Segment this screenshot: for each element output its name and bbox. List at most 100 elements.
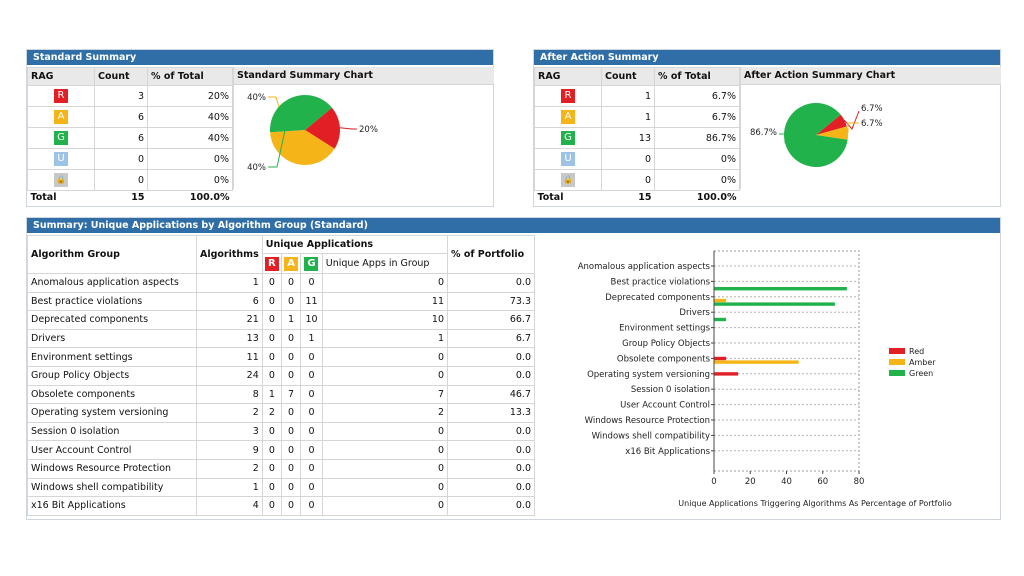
portfolio-pct-cell: 0.0 — [447, 421, 535, 442]
groups-bar-chart: Anomalous application aspects Best practi… — [578, 250, 952, 508]
rag-badge-g: G — [561, 131, 575, 145]
pie-data-label: 6.7% — [861, 119, 883, 129]
green-count-cell: 10 — [300, 310, 323, 330]
unique-apps-cell: 0 — [321, 496, 449, 516]
category-label: Anomalous application aspects — [578, 262, 711, 272]
red-count-cell: 0 — [261, 347, 282, 367]
algorithms-cell: 11 — [196, 347, 263, 367]
portfolio-pct-cell: 0.0 — [447, 458, 535, 479]
unique-apps-cell: 0 — [321, 440, 449, 460]
unique-apps-cell: 0 — [321, 477, 449, 498]
red-count-cell: 0 — [261, 421, 282, 442]
amber-count-cell: 0 — [280, 477, 302, 498]
group-name-cell: Windows Resource Protection — [27, 458, 197, 479]
unique-apps-cell: 11 — [321, 291, 449, 312]
pie-slice-green — [784, 102, 848, 167]
col-count: Count — [601, 67, 655, 86]
standard-summary-panel: Standard Summary RAG Count % of Total R 3… — [26, 49, 494, 207]
group-row: Deprecated components 21 0 1 10 10 66.7 — [27, 310, 535, 330]
col-rag: RAG — [534, 67, 602, 86]
rag-badge-a: A — [54, 110, 68, 124]
red-count-cell: 0 — [261, 477, 282, 498]
pct-cell: 0% — [654, 169, 740, 191]
total-pct: 100.0% — [189, 192, 230, 203]
amber-count-cell: 0 — [280, 440, 302, 460]
amber-count-cell: 0 — [280, 496, 302, 516]
amber-count-cell: 0 — [280, 273, 302, 293]
red-count-cell: 0 — [261, 291, 282, 312]
algorithms-cell: 3 — [196, 421, 263, 442]
green-count-cell: 0 — [300, 458, 323, 479]
red-count-cell: 2 — [261, 403, 282, 423]
pie-leader-line — [268, 97, 293, 168]
rag-a-badge: A — [284, 256, 299, 271]
bar-red — [714, 356, 727, 361]
amber-count-cell: 0 — [280, 365, 302, 386]
after-chart-area: After Action Summary Chart 6.7% 6.7% 86.7% — [740, 67, 1001, 189]
legend-label: Red — [909, 347, 924, 356]
green-count-cell: 0 — [300, 347, 323, 367]
rag-r-badge: R — [264, 256, 279, 271]
total-count: 15 — [131, 192, 145, 203]
group-name-cell: Environment settings — [27, 347, 197, 367]
portfolio-pct-cell: 0.0 — [447, 273, 535, 293]
pie-slice-red — [816, 114, 847, 135]
bar-amber — [714, 360, 799, 364]
rag-g-badge: G — [304, 256, 319, 271]
group-row: x16 Bit Applications 4 0 0 0 0 0.0 — [27, 496, 535, 516]
after-action-panel: After Action Summary RAG Count % of Tota… — [533, 49, 1001, 207]
amber-count-cell: 0 — [280, 328, 302, 349]
green-count-cell: 0 — [300, 365, 323, 386]
col-pct: % of Total — [654, 67, 740, 86]
col-algorithm-group: Algorithm Group — [27, 235, 197, 274]
category-label: Windows Resource Protection — [585, 416, 710, 426]
summary-row: G 6 40% — [27, 127, 233, 149]
green-count-cell: 0 — [300, 403, 323, 423]
legend-swatch-green — [889, 370, 905, 376]
group-row: Windows Resource Protection 2 0 0 0 0 0.0 — [27, 458, 535, 479]
group-row: Group Policy Objects 24 0 0 0 0 0.0 — [27, 365, 535, 386]
summary-row: G 13 86.7% — [534, 127, 740, 149]
col-pct: % of Total — [147, 67, 233, 86]
category-label: x16 Bit Applications — [625, 447, 710, 457]
summary-row: U 0 0% — [27, 148, 233, 170]
bar-green — [714, 317, 727, 322]
rag-badge-a: A — [561, 110, 575, 124]
col-algorithms: Algorithms — [196, 235, 263, 274]
algorithms-cell: 9 — [196, 440, 263, 460]
unique-apps-cell: 7 — [321, 384, 449, 405]
unique-apps-cell: 0 — [321, 273, 449, 293]
col-unique-applications: Unique Applications — [261, 235, 449, 254]
standard-chart-header: Standard Summary Chart — [234, 67, 494, 85]
red-count-cell: 0 — [261, 440, 282, 460]
category-label: Drivers — [679, 308, 710, 318]
amber-count-cell: 0 — [280, 458, 302, 479]
x-tick-label: 20 — [745, 477, 756, 487]
category-label: Best practice violations — [611, 277, 711, 287]
col-portfolio: % of Portfolio — [447, 235, 535, 274]
standard-pie-chart: 20% 40% 40% — [247, 93, 378, 173]
pie-slice-amber — [270, 130, 335, 165]
rag-badge-r: R — [54, 89, 68, 103]
after-pie-chart: 6.7% 6.7% 86.7% — [750, 102, 883, 167]
groups-table: Algorithm Group Algorithms Unique Applic… — [27, 235, 535, 516]
portfolio-pct-cell: 0.0 — [447, 496, 535, 516]
category-label: Session 0 isolation — [631, 385, 710, 395]
unique-apps-cell: 1 — [321, 328, 449, 349]
red-count-cell: 0 — [261, 310, 282, 330]
rag-badge-r: R — [561, 89, 575, 103]
algorithms-cell: 1 — [196, 477, 263, 498]
group-row: Obsolete components 8 1 7 0 7 46.7 — [27, 384, 535, 405]
pct-cell: 0% — [654, 148, 740, 170]
legend-label: Amber — [909, 358, 936, 367]
bar-green — [714, 287, 847, 291]
col-rag: RAG — [27, 67, 95, 86]
green-count-cell: 0 — [300, 496, 323, 516]
algorithms-cell: 24 — [196, 365, 263, 386]
group-name-cell: User Account Control — [27, 440, 197, 460]
bar-amber — [714, 298, 727, 303]
group-name-cell: Deprecated components — [27, 310, 197, 330]
red-count-cell: 0 — [261, 458, 282, 479]
count-cell: 0 — [94, 169, 148, 191]
pie-leader-line — [847, 122, 859, 134]
